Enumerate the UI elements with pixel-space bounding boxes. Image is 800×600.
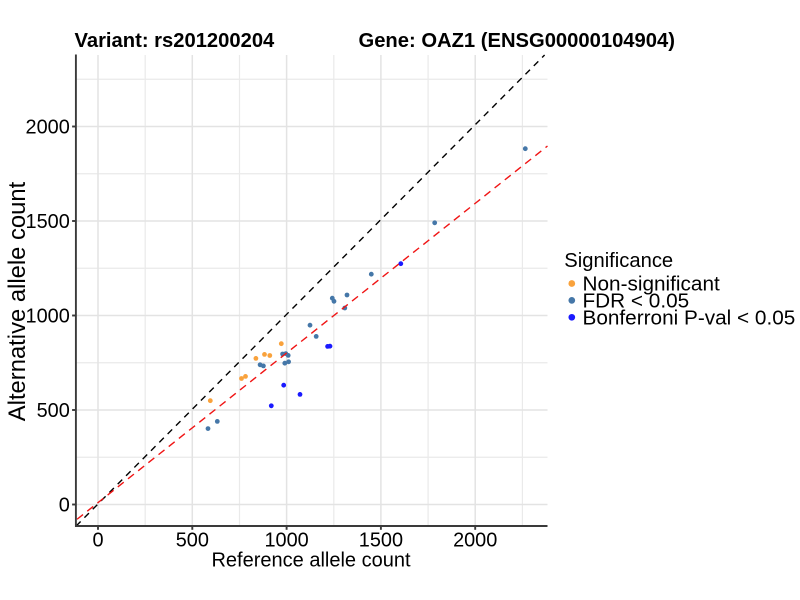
svg-text:Non-significant: Non-significant (583, 273, 720, 296)
svg-text:2000: 2000 (26, 117, 70, 139)
svg-text:0: 0 (92, 529, 103, 551)
svg-text:0: 0 (59, 495, 70, 517)
svg-text:Significance: Significance (564, 250, 673, 272)
svg-text:1500: 1500 (26, 211, 70, 233)
svg-text:1000: 1000 (264, 529, 308, 551)
svg-text:Gene: OAZ1 (ENSG00000104904): Gene: OAZ1 (ENSG00000104904) (359, 30, 675, 52)
svg-text:2000: 2000 (453, 529, 497, 551)
svg-text:FDR < 0.05: FDR < 0.05 (583, 290, 690, 313)
svg-text:500: 500 (37, 400, 70, 422)
svg-text:1000: 1000 (26, 306, 70, 328)
svg-text:1500: 1500 (359, 529, 403, 551)
svg-text:Variant: rs201200204: Variant: rs201200204 (75, 30, 276, 52)
svg-text:Reference allele count: Reference allele count (211, 550, 410, 572)
svg-text:Bonferroni P-val < 0.05: Bonferroni P-val < 0.05 (583, 307, 796, 330)
svg-text:500: 500 (176, 529, 209, 551)
svg-text:Alternative allele count: Alternative allele count (4, 181, 31, 421)
